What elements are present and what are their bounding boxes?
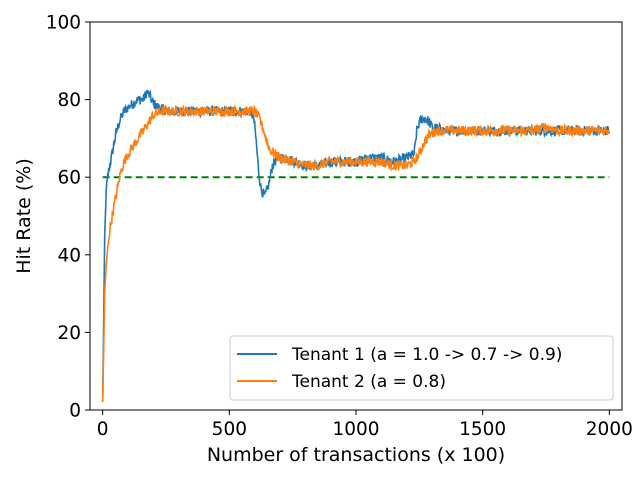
x-tick-label: 2000	[586, 419, 633, 440]
y-tick-label: 100	[46, 13, 81, 34]
legend-label-tenant-2: Tenant 2 (a = 0.8)	[291, 372, 446, 392]
y-tick-label: 20	[57, 323, 81, 344]
y-tick-label: 80	[57, 90, 81, 111]
y-axis-label: Hit Rate (%)	[13, 158, 35, 274]
series-line-2	[101, 104, 611, 402]
x-tick-label: 0	[97, 419, 109, 440]
y-tick-label: 0	[69, 401, 81, 422]
x-tick-label: 500	[212, 419, 247, 440]
x-axis-label: Number of transactions (x 100)	[207, 444, 505, 466]
legend-box	[229, 335, 614, 401]
x-tick-label: 1500	[459, 419, 506, 440]
legend-label-tenant-1: Tenant 1 (a = 1.0 -> 0.7 -> 0.9)	[291, 345, 562, 365]
legend: Tenant 1 (a = 1.0 -> 0.7 -> 0.9) Tenant …	[229, 335, 614, 401]
y-tick-label: 60	[57, 168, 81, 189]
x-tick-label: 1000	[332, 419, 379, 440]
ticks: 0 500 1000 1500 2000 0 20 40 60 80 100	[46, 13, 633, 441]
y-tick-label: 40	[57, 245, 81, 266]
plot-area	[101, 89, 611, 402]
